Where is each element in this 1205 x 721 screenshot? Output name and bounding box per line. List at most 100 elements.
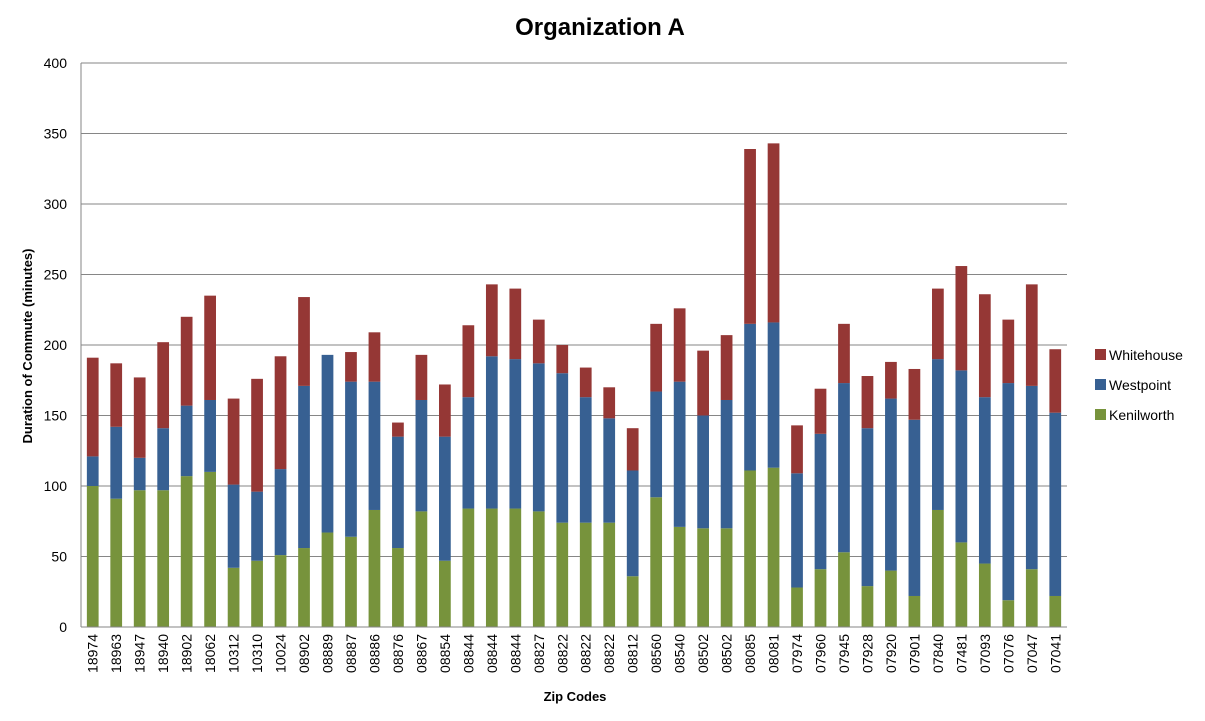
bar-kenilworth-10310	[251, 560, 263, 627]
bar-whitehouse-18940	[157, 342, 170, 429]
bar-kenilworth-07840	[932, 509, 944, 627]
bar-westpoint-08822	[556, 373, 569, 523]
x-axis-label: Zip Codes	[544, 689, 607, 704]
x-tick-label: 08854	[437, 634, 453, 673]
x-tick-label: 10312	[226, 634, 242, 673]
bar-westpoint-08844	[462, 397, 475, 509]
legend-swatch-kenilworth	[1095, 409, 1106, 420]
bar-kenilworth-08844	[509, 508, 522, 627]
legend-swatch-whitehouse	[1095, 349, 1106, 360]
bar-westpoint-08887	[345, 381, 357, 537]
bar-kenilworth-08540	[673, 526, 686, 627]
y-tick-label: 50	[51, 549, 67, 565]
x-tick-label: 07041	[1047, 634, 1063, 673]
x-tick-label: 07047	[1024, 634, 1040, 673]
x-tick-label: 18947	[132, 634, 148, 673]
bar-kenilworth-07945	[838, 552, 850, 627]
bar-whitehouse-18902	[180, 316, 193, 406]
bar-kenilworth-08822	[603, 522, 616, 627]
bar-whitehouse-08822	[579, 367, 592, 398]
bar-westpoint-08902	[298, 385, 310, 549]
bar-kenilworth-07041	[1049, 595, 1062, 627]
x-tick-label: 08540	[672, 634, 688, 673]
bar-westpoint-07974	[791, 473, 803, 588]
bar-whitehouse-08867	[415, 354, 428, 400]
bar-whitehouse-07974	[791, 425, 803, 474]
x-tick-label: 07840	[930, 634, 946, 673]
bar-whitehouse-08085	[744, 149, 756, 324]
x-tick-label: 07974	[789, 634, 805, 673]
bar-whitehouse-08812	[626, 428, 639, 471]
y-tick-label: 200	[44, 337, 68, 353]
bar-kenilworth-18062	[204, 471, 216, 627]
x-tick-label: 07920	[883, 634, 899, 673]
bar-whitehouse-08822	[603, 387, 616, 419]
bar-whitehouse-07901	[908, 368, 921, 420]
legend-label-westpoint: Westpoint	[1109, 377, 1171, 393]
bar-westpoint-08844	[485, 356, 498, 509]
x-tick-label: 08822	[601, 634, 617, 673]
bar-whitehouse-07945	[838, 323, 850, 384]
bar-westpoint-18974	[86, 456, 99, 486]
bar-kenilworth-07901	[908, 595, 921, 627]
bar-whitehouse-08822	[556, 345, 569, 374]
legend-swatch-westpoint	[1095, 379, 1106, 390]
bar-westpoint-07076	[1002, 383, 1015, 601]
bar-whitehouse-18974	[86, 357, 99, 457]
bar-kenilworth-08081	[767, 467, 780, 627]
x-tick-label: 08844	[484, 634, 500, 673]
bar-westpoint-08822	[579, 397, 592, 523]
bar-westpoint-07920	[885, 398, 897, 571]
bar-kenilworth-08844	[485, 508, 498, 627]
x-tick-label: 08085	[742, 634, 758, 673]
x-tick-label: 08887	[343, 634, 359, 673]
bar-westpoint-07840	[932, 359, 944, 510]
bar-westpoint-08889	[321, 354, 334, 533]
x-tick-label: 08844	[507, 634, 523, 673]
bar-whitehouse-18963	[110, 363, 123, 427]
bar-kenilworth-08502	[697, 528, 709, 627]
bar-westpoint-10310	[251, 491, 263, 561]
bar-whitehouse-07960	[814, 388, 827, 434]
x-tick-label: 08867	[413, 634, 429, 673]
x-axis: 18974 18963 18947 18940 18902 18062 10312 10310…	[81, 626, 1067, 673]
x-tick-label: 08812	[625, 634, 641, 673]
bar-kenilworth-07076	[1002, 600, 1015, 627]
bar-westpoint-18902	[180, 405, 193, 477]
x-tick-label: 08886	[366, 634, 382, 673]
x-tick-label: 18963	[108, 634, 124, 673]
bar-kenilworth-08827	[532, 511, 545, 627]
bar-whitehouse-08502	[720, 335, 733, 400]
bar-kenilworth-08502	[720, 528, 733, 627]
bar-whitehouse-07840	[932, 288, 944, 360]
bar-whitehouse-08854	[439, 384, 451, 437]
x-tick-label: 08889	[320, 634, 336, 673]
x-tick-label: 08827	[531, 634, 547, 673]
bar-kenilworth-07974	[791, 587, 803, 627]
bar-whitehouse-07920	[885, 361, 897, 399]
bar-kenilworth-08812	[626, 576, 639, 627]
x-tick-label: 08560	[648, 634, 664, 673]
bar-kenilworth-10024	[274, 555, 287, 627]
bar-westpoint-08502	[720, 399, 733, 529]
x-tick-label: 07901	[906, 634, 922, 673]
bar-westpoint-08560	[650, 391, 663, 498]
x-tick-label: 08902	[296, 634, 312, 673]
bar-whitehouse-18062	[204, 295, 216, 400]
bar-westpoint-18947	[133, 457, 146, 491]
x-tick-label: 10024	[273, 634, 289, 673]
bar-westpoint-07945	[838, 383, 850, 553]
bar-whitehouse-08844	[485, 284, 498, 357]
bar-westpoint-18963	[110, 426, 123, 499]
bar-kenilworth-08854	[439, 560, 451, 627]
bar-westpoint-18062	[204, 399, 216, 472]
bar-westpoint-08081	[767, 322, 780, 468]
bar-whitehouse-08540	[673, 308, 686, 382]
y-tick-label: 350	[44, 126, 68, 142]
bar-whitehouse-08502	[697, 350, 709, 416]
bar-westpoint-07093	[978, 397, 991, 564]
bar-kenilworth-08844	[462, 508, 475, 627]
chart-title: Organization A	[515, 14, 685, 41]
